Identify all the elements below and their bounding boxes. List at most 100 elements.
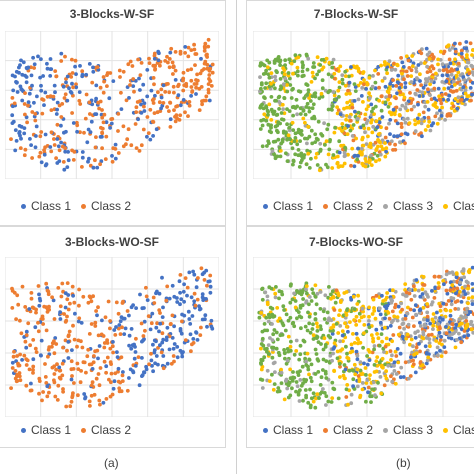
data-point bbox=[350, 146, 355, 151]
data-point bbox=[286, 349, 291, 354]
data-point bbox=[337, 80, 342, 84]
data-point bbox=[368, 158, 372, 163]
data-point bbox=[151, 342, 155, 347]
data-point bbox=[266, 352, 271, 356]
data-point bbox=[75, 344, 79, 349]
data-point bbox=[371, 124, 376, 129]
data-point bbox=[260, 386, 265, 390]
data-point bbox=[104, 397, 109, 401]
data-point bbox=[195, 72, 200, 77]
data-point bbox=[453, 329, 458, 334]
data-point bbox=[382, 60, 387, 64]
chart-legend: Class 1 Class 2 bbox=[21, 199, 225, 213]
data-point bbox=[398, 351, 403, 356]
data-point bbox=[38, 150, 43, 155]
data-point bbox=[128, 83, 132, 87]
data-point bbox=[101, 334, 106, 338]
data-point bbox=[435, 310, 439, 315]
data-point bbox=[275, 70, 279, 75]
data-point bbox=[81, 294, 86, 299]
data-point bbox=[22, 353, 27, 358]
data-point bbox=[185, 293, 189, 298]
data-point bbox=[437, 330, 442, 335]
legend-entry: Class 1 bbox=[263, 423, 313, 437]
data-point bbox=[60, 373, 65, 378]
data-point bbox=[412, 104, 416, 109]
data-point bbox=[345, 355, 350, 360]
data-point bbox=[353, 153, 357, 158]
data-point bbox=[161, 354, 166, 358]
data-point bbox=[77, 287, 81, 292]
data-point bbox=[207, 279, 212, 284]
data-point bbox=[152, 111, 157, 115]
data-point bbox=[265, 144, 269, 148]
data-point bbox=[161, 305, 165, 310]
data-point bbox=[108, 394, 113, 399]
data-point bbox=[70, 374, 74, 378]
data-point bbox=[98, 366, 103, 370]
data-point bbox=[290, 386, 294, 391]
data-point bbox=[450, 84, 454, 89]
data-point bbox=[393, 289, 398, 294]
data-point bbox=[313, 405, 318, 410]
data-point bbox=[353, 109, 357, 114]
data-point bbox=[402, 326, 406, 331]
data-point bbox=[348, 128, 353, 133]
data-point bbox=[444, 308, 448, 313]
data-point bbox=[282, 397, 287, 402]
data-point bbox=[352, 307, 357, 311]
data-point bbox=[280, 117, 284, 122]
data-point bbox=[358, 81, 363, 85]
data-point bbox=[337, 85, 342, 90]
data-point bbox=[403, 141, 407, 146]
data-point bbox=[42, 152, 47, 157]
data-point bbox=[371, 339, 376, 344]
data-point bbox=[317, 168, 322, 173]
data-point bbox=[328, 353, 333, 358]
data-point bbox=[178, 273, 183, 277]
data-point bbox=[427, 341, 432, 345]
data-point bbox=[423, 104, 428, 109]
data-point bbox=[309, 396, 314, 401]
data-point bbox=[442, 282, 446, 287]
data-point bbox=[327, 285, 331, 289]
data-point bbox=[468, 41, 473, 46]
data-point bbox=[304, 162, 309, 167]
data-point bbox=[112, 379, 117, 384]
data-point bbox=[380, 79, 385, 83]
data-point bbox=[367, 350, 372, 354]
data-point bbox=[172, 359, 176, 364]
data-point bbox=[24, 333, 29, 337]
data-point bbox=[344, 324, 349, 329]
data-point bbox=[413, 330, 418, 335]
data-point bbox=[136, 117, 141, 122]
data-point bbox=[61, 160, 66, 164]
data-point bbox=[301, 398, 305, 403]
data-point bbox=[389, 68, 394, 72]
data-point bbox=[78, 380, 83, 385]
data-point bbox=[432, 274, 437, 279]
data-point bbox=[466, 286, 470, 291]
data-point bbox=[450, 45, 455, 50]
data-point bbox=[280, 102, 285, 107]
data-point bbox=[206, 90, 211, 95]
data-point bbox=[159, 87, 164, 92]
data-point bbox=[310, 94, 315, 99]
data-point bbox=[52, 137, 56, 141]
data-point bbox=[274, 98, 278, 103]
data-point bbox=[420, 117, 424, 122]
data-point bbox=[58, 317, 63, 321]
data-point bbox=[470, 70, 474, 75]
data-point bbox=[85, 354, 90, 359]
data-point bbox=[115, 350, 119, 354]
data-point bbox=[464, 46, 469, 51]
data-point bbox=[92, 392, 97, 397]
data-point bbox=[175, 345, 180, 349]
data-point bbox=[164, 335, 169, 340]
data-point bbox=[60, 102, 65, 106]
data-point bbox=[420, 287, 425, 292]
data-point bbox=[311, 291, 316, 295]
data-point bbox=[281, 304, 286, 309]
data-point bbox=[394, 105, 399, 110]
data-point bbox=[58, 304, 63, 309]
